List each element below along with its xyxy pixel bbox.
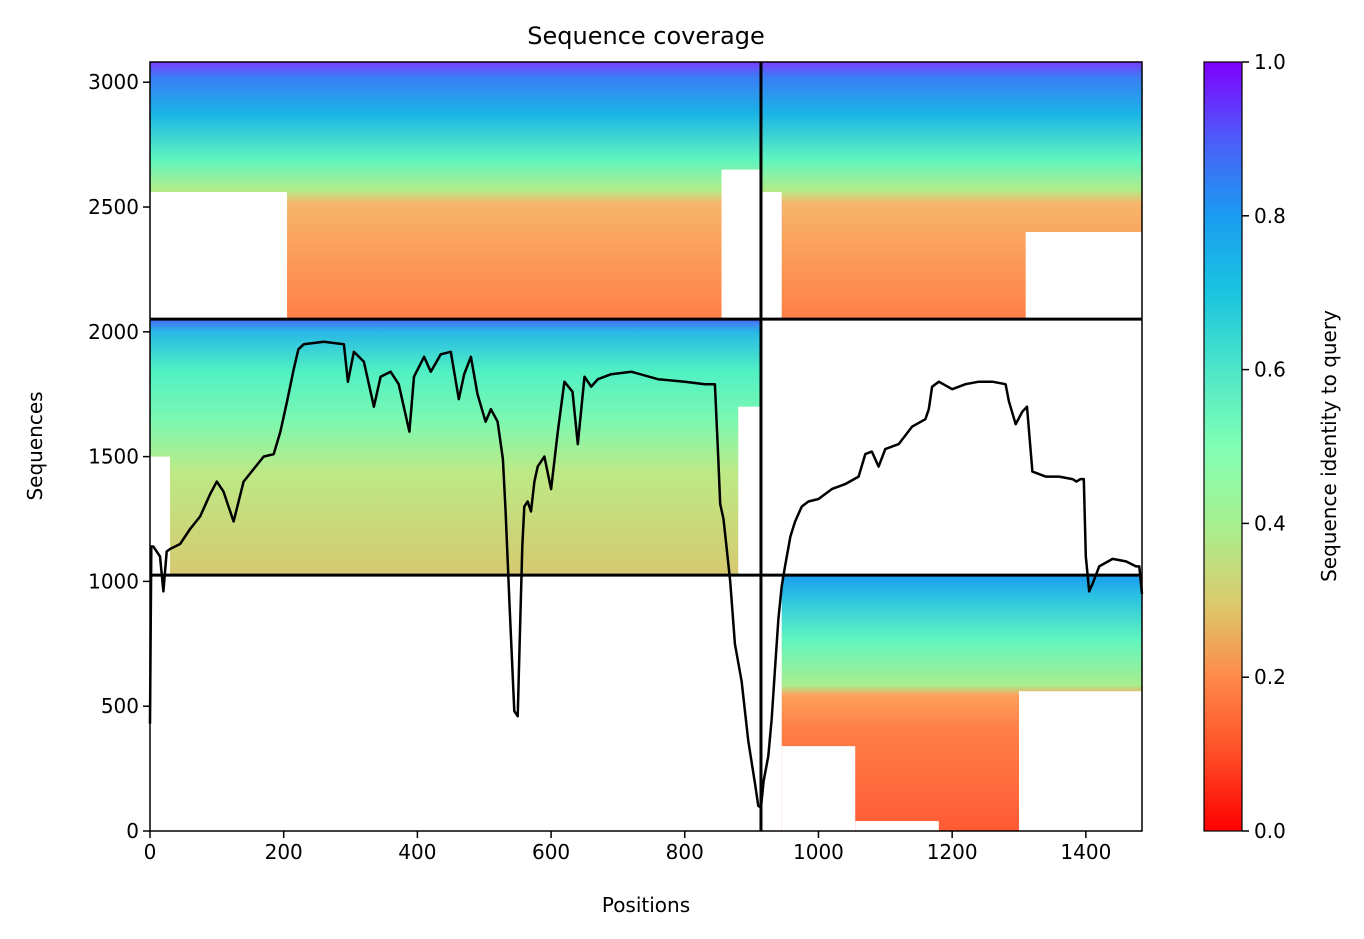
coverage-gap <box>855 821 939 831</box>
colorbar-axis: 0.0 0.2 0.4 0.6 0.8 1.0 <box>1242 50 1286 843</box>
coverage-block-chain1-unpaired <box>150 319 761 576</box>
y-tick-label: 2500 <box>88 195 139 219</box>
y-tick-label: 3000 <box>88 70 139 94</box>
x-tick-label: 1000 <box>793 840 844 864</box>
colorbar-tick-label: 0.2 <box>1254 665 1286 689</box>
coverage-gap <box>1019 691 1142 831</box>
coverage-gap <box>150 456 171 576</box>
colorbar <box>1203 61 1243 832</box>
y-tick-label: 0 <box>126 819 139 843</box>
plot-frame <box>149 61 1143 832</box>
colorbar-tick-label: 0.4 <box>1254 511 1286 535</box>
colorbar-tick-label: 1.0 <box>1254 50 1286 74</box>
x-tick-label: 1200 <box>927 840 978 864</box>
coverage-gap <box>150 192 288 320</box>
y-tick-label: 1500 <box>88 445 139 469</box>
x-tick-label: 600 <box>532 840 570 864</box>
coverage-gap <box>738 406 761 576</box>
x-tick-label: 200 <box>265 840 303 864</box>
coverage-gap <box>1025 231 1142 320</box>
colorbar-tick-label: 0.6 <box>1254 358 1286 382</box>
chart-title: Sequence coverage <box>527 22 764 50</box>
x-tick-label: 1400 <box>1060 840 1111 864</box>
x-axis-label: Positions <box>602 893 690 917</box>
coverage-heatmap <box>150 62 1142 831</box>
coverage-gap <box>781 746 856 831</box>
x-tick-label: 400 <box>398 840 436 864</box>
coverage-gap <box>760 192 782 320</box>
x-tick-label: 800 <box>666 840 704 864</box>
coverage-line <box>148 340 1144 809</box>
chain-boundary-lines <box>150 62 1142 831</box>
x-axis: 0 200 400 600 800 1000 1200 1400 <box>144 831 1111 864</box>
colorbar-label: Sequence identity to query <box>1317 310 1341 582</box>
y-tick-label: 500 <box>101 694 139 718</box>
y-tick-label: 1000 <box>88 569 139 593</box>
y-axis-label: Sequences <box>23 391 47 500</box>
coverage-gap <box>721 169 761 320</box>
y-tick-label: 2000 <box>88 320 139 344</box>
colorbar-tick-label: 0.8 <box>1254 204 1286 228</box>
x-tick-label: 0 <box>144 840 157 864</box>
y-axis: 0 500 1000 1500 2000 2500 3000 <box>88 70 150 843</box>
colorbar-tick-label: 0.0 <box>1254 819 1286 843</box>
